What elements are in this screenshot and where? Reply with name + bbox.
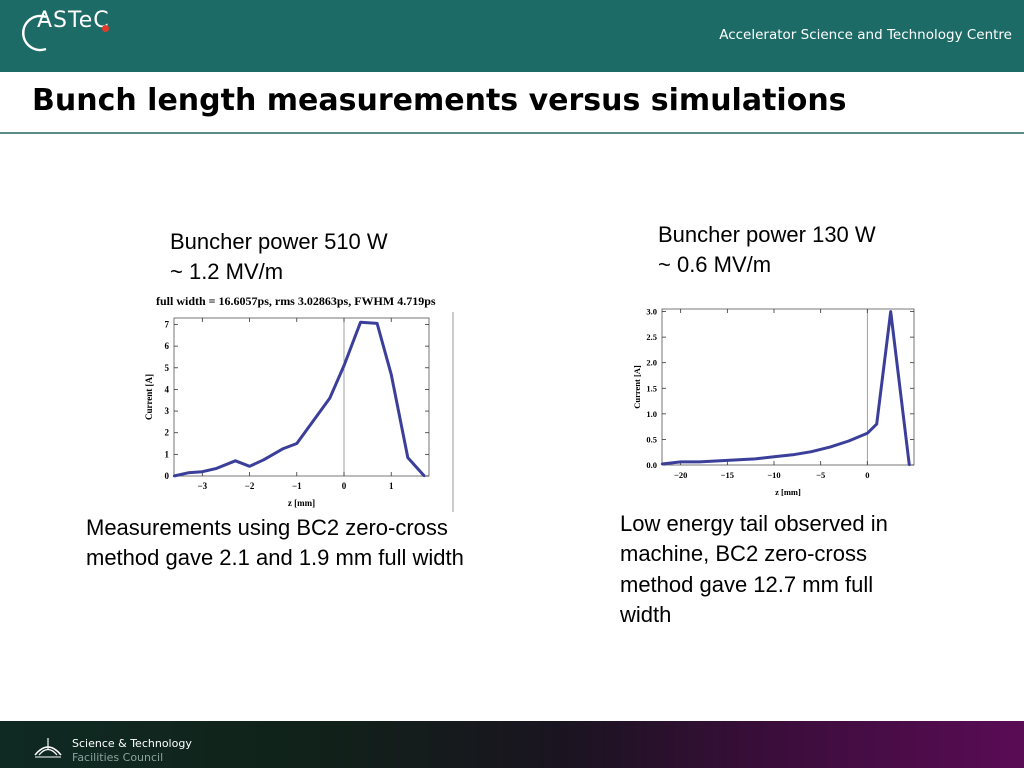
data-point [908,463,911,467]
y-tick-label: 0 [165,471,170,481]
astec-logo [18,13,113,53]
data-point [234,459,237,463]
x-tick-label: −1 [292,481,302,491]
left-bunch-profile-chart: 0 1 2 3 4 5 6 7 −3 −2 −1 0 1 z [mm] Current [A] [144,312,454,512]
right-bunch-profile-chart: 0.0 0.5 1.0 1.5 2.0 2.5 3.0 −20 −15 −10 −5 0 z [mm] C… [632,307,915,497]
x-tick-label: 1 [389,481,394,491]
data-point [328,396,332,400]
series-line [173,320,426,478]
data-point [262,458,265,461]
data-point [406,456,409,459]
data-point [810,450,813,453]
header-bar: ASTeC Accelerator Science and Technology… [0,0,1024,72]
y-tick-label: 1 [165,449,170,459]
footer-bar [0,721,1024,768]
data-point [698,460,701,464]
left-note-line2: method gave 2.1 and 1.9 mm full width [86,545,464,570]
y-axis-label: Current [A] [632,365,642,409]
x-tick-label: −2 [245,481,255,491]
logo-swoosh-icon [22,14,47,52]
data-point [735,458,738,462]
y-tick-label: 5 [165,363,170,373]
x-tick-label: −15 [721,470,734,480]
y-tick-label: 1.0 [646,409,657,419]
data-point [866,432,869,435]
x-tick-label: 0 [865,470,869,480]
data-point [754,457,757,461]
series-line [661,310,911,466]
y-tick-label: 6 [165,341,170,351]
y-tick-label: 3.0 [646,307,657,317]
data-point [791,453,794,456]
y-tick-label: 2.5 [646,332,657,342]
y-tick-label: 0.0 [646,460,657,470]
y-tick-label: 4 [165,384,170,394]
data-point [679,460,682,464]
centre-name: Accelerator Science and Technology Centr… [719,27,1012,43]
right-note-line4: width [620,602,672,627]
left-heading-line1: Buncher power 510 W [170,229,388,254]
logo-dot-icon [102,25,109,32]
right-heading-line2: ~ 0.6 MV/m [658,252,772,277]
data-point [375,322,379,325]
y-tick-label: 2 [165,428,170,438]
x-tick-label: 0 [342,481,347,491]
data-point [295,442,298,445]
data-point [186,471,190,474]
left-heading-line2: ~ 1.2 MV/m [170,259,284,284]
y-axis-label: Current [A] [144,374,154,420]
x-tick-label: −10 [767,470,780,480]
data-point [390,373,393,376]
data-point [660,462,664,466]
x-axis-label: z [mm] [288,498,315,508]
data-point [828,445,832,449]
x-tick-label: −20 [674,470,687,480]
data-point [716,459,720,463]
plot-frame [661,308,915,466]
right-note-line3: method gave 12.7 mm full [620,572,874,597]
x-axis-label: z [mm] [775,487,801,497]
data-point [172,474,176,478]
y-tick-label: 3 [165,406,170,416]
x-tick-label: −3 [198,481,208,491]
right-note-line2: machine, BC2 zero-cross [620,541,867,566]
plot-frame [173,317,430,477]
left-chart-caption: full width = 16.6057ps, rms 3.02863ps, F… [156,294,436,308]
y-tick-label: 7 [165,319,170,329]
data-point [342,364,346,367]
y-tick-label: 2.0 [646,358,657,368]
data-point [281,447,284,451]
data-point [889,310,892,313]
data-point [309,422,313,426]
right-note-line1: Low energy tail observed in [620,511,888,536]
data-point [359,321,362,324]
footer-council-line1: Science & Technology [72,737,192,750]
y-tick-label: 1.5 [646,383,657,393]
data-point [875,422,878,426]
data-point [248,465,251,468]
slide-title: Bunch length measurements versus simulat… [32,83,847,118]
right-heading-line1: Buncher power 130 W [658,222,876,247]
data-point [215,467,218,470]
data-point [423,474,426,478]
left-note-line1: Measurements using BC2 zero-cross [86,515,448,540]
data-point [201,470,204,473]
x-tick-label: −5 [816,470,825,480]
title-divider [0,132,1024,134]
logo-text: ASTeC [37,8,110,33]
footer-council-line2: Facilities Council [72,751,164,764]
data-point [772,455,776,459]
stfc-logo-icon [34,738,62,758]
y-tick-label: 0.5 [646,434,657,444]
data-point [847,439,850,443]
